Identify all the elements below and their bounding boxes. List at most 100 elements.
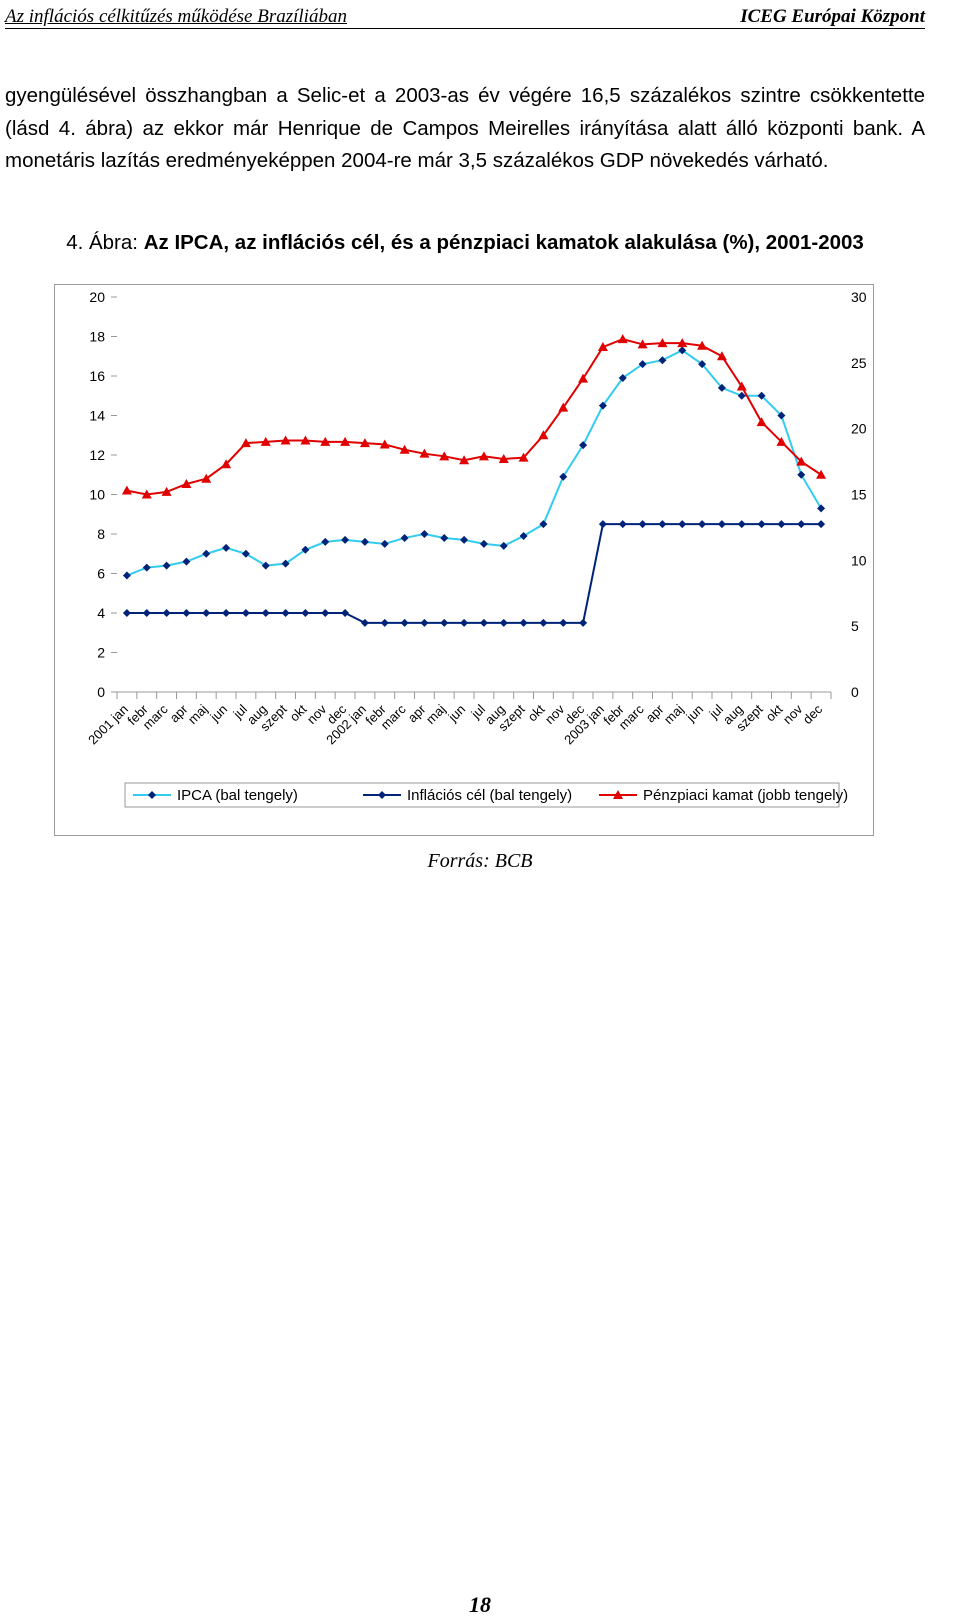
data-point-marker — [222, 609, 231, 617]
data-point-marker — [301, 545, 310, 554]
data-point-marker — [321, 609, 330, 617]
right-axis-tick-label: 25 — [851, 355, 867, 371]
left-axis-tick-label: 4 — [97, 605, 105, 621]
data-point-marker — [559, 618, 568, 627]
data-point-marker — [638, 520, 647, 529]
right-axis-tick-label: 20 — [851, 421, 867, 437]
x-axis-category-label: jun — [683, 702, 707, 726]
data-point-marker — [677, 338, 688, 348]
data-point-marker — [280, 435, 291, 445]
data-point-marker — [439, 451, 450, 461]
data-point-marker — [380, 618, 389, 627]
data-point-marker — [777, 411, 786, 420]
data-point-marker — [478, 451, 489, 461]
left-axis-tick-label: 14 — [89, 408, 105, 424]
x-axis-category-label: 2003 jan — [561, 702, 607, 748]
data-point-marker — [539, 520, 548, 529]
data-point-marker — [419, 448, 430, 458]
body-paragraph: gyengülésével összhangban a Selic-et a 2… — [5, 80, 925, 178]
data-point-marker — [717, 520, 726, 529]
data-point-marker — [359, 438, 370, 448]
data-point-marker — [241, 549, 250, 558]
data-point-marker — [460, 618, 469, 627]
data-point-marker — [597, 342, 608, 352]
right-axis-tick-label: 30 — [851, 289, 867, 305]
legend-label: Pénzpiaci kamat (jobb tengely) — [643, 787, 848, 804]
legend-label: IPCA (bal tengely) — [177, 787, 298, 804]
data-point-marker — [459, 455, 470, 465]
left-axis-tick-label: 18 — [89, 329, 105, 345]
data-point-marker — [182, 609, 191, 617]
series-line — [126, 349, 822, 577]
x-axis-category-label: jun — [207, 702, 231, 726]
data-point-marker — [341, 535, 350, 544]
data-point-marker — [698, 520, 707, 529]
data-point-marker — [420, 530, 429, 538]
data-point-marker — [222, 543, 231, 552]
data-point-marker — [400, 533, 409, 542]
left-axis-tick-label: 10 — [89, 487, 105, 503]
data-point-marker — [817, 520, 826, 529]
figure-title: Az IPCA, az inflációs cél, és a pénzpiac… — [143, 231, 864, 254]
right-axis-tick-label: 5 — [851, 618, 859, 634]
data-point-marker — [379, 439, 390, 449]
data-point-marker — [558, 402, 569, 412]
data-point-marker — [360, 618, 369, 627]
page-number: 18 — [469, 1592, 491, 1617]
data-point-marker — [617, 334, 628, 344]
line-chart: 0 2 4 6 8 10 12 14 16 18 20 0 5 10 15 20 25 30 2001 jan feb… — [54, 284, 874, 836]
x-axis-category-label: jun — [445, 702, 469, 726]
data-point-marker — [301, 609, 310, 617]
data-point-marker — [519, 531, 528, 540]
data-point-marker — [240, 438, 251, 448]
left-axis-tick-label: 0 — [97, 684, 105, 700]
right-axis-tick-label: 10 — [851, 552, 867, 568]
data-point-marker — [757, 391, 766, 400]
data-point-marker — [618, 520, 627, 529]
legend-label: Inflációs cél (bal tengely) — [407, 787, 572, 804]
data-point-marker — [539, 618, 548, 627]
data-point-marker — [678, 520, 687, 529]
data-point-marker — [261, 609, 270, 617]
paragraph-text: gyengülésével összhangban a Selic-et a 2… — [5, 84, 925, 172]
data-point-marker — [162, 561, 171, 570]
data-point-marker — [241, 609, 250, 617]
data-point-marker — [797, 520, 806, 529]
data-point-marker — [737, 520, 746, 529]
series-line — [126, 338, 822, 496]
data-point-marker — [141, 489, 152, 499]
data-point-marker — [161, 486, 172, 496]
header-right-org: ICEG Európai Központ — [740, 6, 925, 27]
right-axis-tick-label: 15 — [851, 487, 867, 503]
data-point-marker — [479, 539, 488, 548]
data-point-marker — [460, 535, 469, 544]
data-point-marker — [440, 533, 449, 542]
data-point-marker — [776, 436, 787, 446]
x-axis-category-label: 2002 jan — [323, 702, 369, 748]
figure-caption: 4. Ábra: Az IPCA, az inflációs cél, és a… — [5, 230, 925, 256]
data-point-marker — [321, 537, 330, 546]
data-point-marker — [499, 618, 508, 627]
data-point-marker — [579, 618, 588, 627]
data-point-marker — [578, 373, 589, 383]
data-point-marker — [440, 618, 449, 627]
data-point-marker — [737, 391, 746, 400]
data-point-marker — [638, 360, 647, 369]
data-point-marker — [320, 436, 331, 446]
figure-number: 4. Ábra: — [66, 231, 138, 254]
figure-source: Forrás: BCB — [427, 850, 533, 872]
data-point-marker — [559, 472, 568, 481]
data-point-marker — [202, 609, 211, 617]
data-point-marker — [736, 381, 747, 391]
data-point-marker — [202, 549, 211, 558]
data-point-marker — [181, 478, 192, 488]
data-point-marker — [697, 340, 708, 350]
data-point-marker — [678, 346, 687, 355]
data-point-marker — [360, 537, 369, 546]
data-point-marker — [579, 441, 588, 450]
data-point-marker — [122, 571, 131, 580]
data-point-marker — [716, 351, 727, 361]
data-point-marker — [518, 452, 529, 462]
data-point-marker — [162, 609, 171, 617]
data-point-marker — [658, 520, 667, 529]
